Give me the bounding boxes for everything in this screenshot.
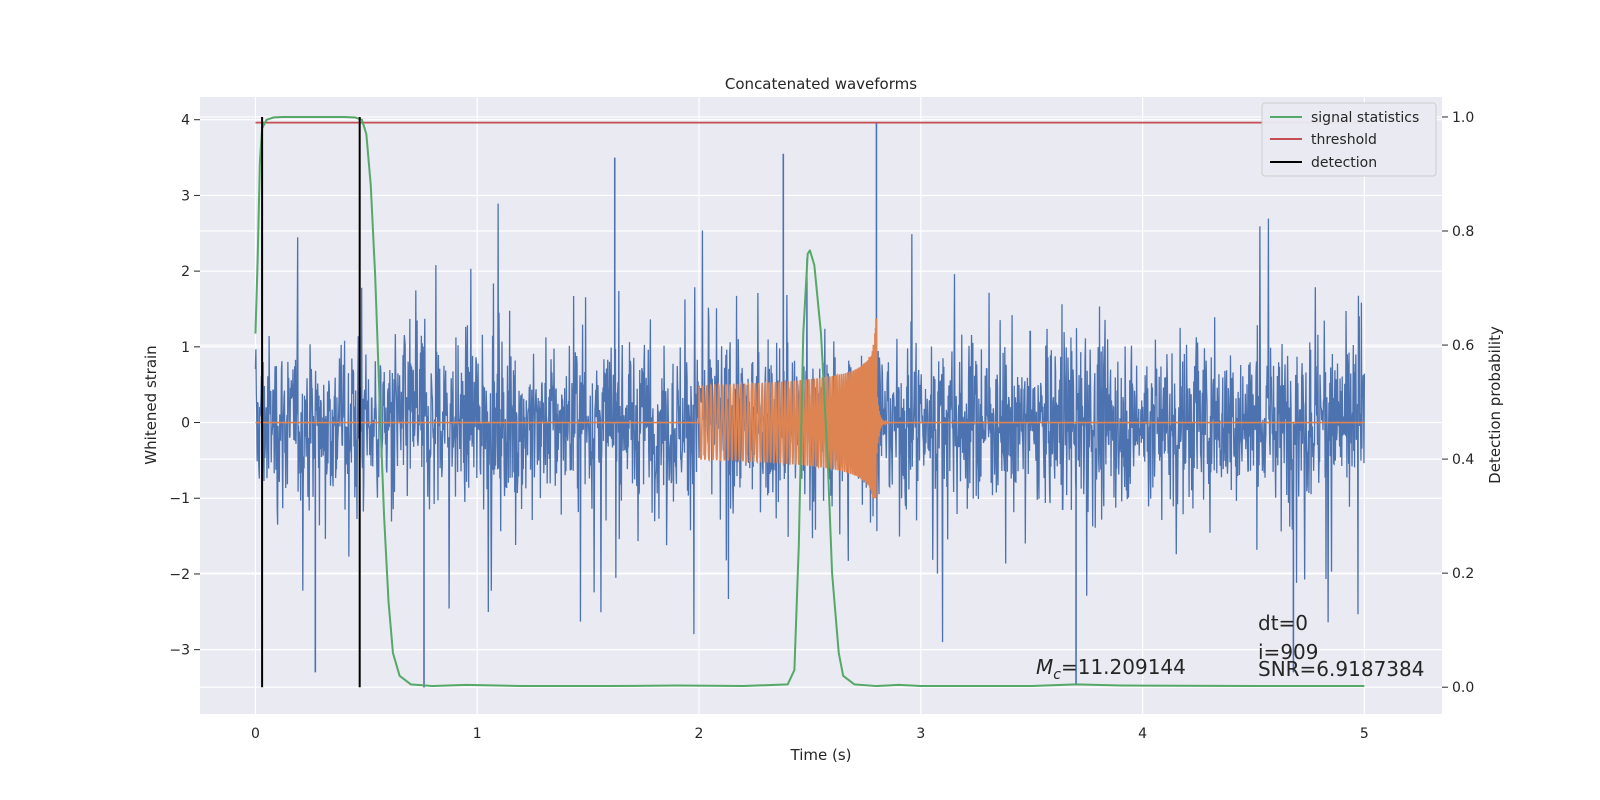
- annotation-mc: Mc=11.209144: [1036, 655, 1186, 683]
- y-tick-label: −2: [169, 567, 190, 583]
- x-tick-label: 2: [695, 726, 704, 742]
- y-tick-label: 1: [181, 340, 190, 356]
- legend: signal statistics threshold detection: [1261, 102, 1437, 177]
- template-waveform-series: [255, 318, 1365, 499]
- chart-title: Concatenated waveforms: [725, 75, 917, 93]
- y-tick-label: 2: [181, 264, 190, 280]
- y-tick-label: 4: [181, 113, 190, 129]
- y-tick-label: −3: [169, 643, 190, 659]
- y2-tick-label: 1.0: [1452, 110, 1474, 126]
- x-tick-label: 0: [251, 726, 260, 742]
- annotation-i: i=909: [1258, 640, 1319, 664]
- y-tick-label: 0: [181, 416, 190, 432]
- x-axis-label: Time (s): [790, 746, 852, 764]
- ticks: 0 1 2 3 4 5 −3 −2 −1 0 1 2 3 4 0.0 0.2 0.4 0.6 0.8 1.0: [169, 110, 1474, 742]
- y2-axis-label: Detection probability: [1486, 326, 1504, 484]
- legend-box: [1261, 102, 1437, 177]
- y2-tick-label: 0.8: [1452, 224, 1474, 240]
- legend-label-threshold: threshold: [1311, 132, 1377, 148]
- y2-tick-label: 0.4: [1452, 452, 1474, 468]
- x-tick-label: 1: [473, 726, 482, 742]
- signal-statistics-series: [254, 115, 1365, 688]
- legend-label-signal-statistics: signal statistics: [1311, 110, 1419, 126]
- detection-series: [261, 116, 361, 688]
- y2-tick-label: 0.0: [1452, 680, 1474, 696]
- legend-label-detection: detection: [1311, 155, 1377, 171]
- x-tick-label: 4: [1138, 726, 1147, 742]
- y2-tick-label: 0.2: [1452, 566, 1474, 582]
- y-tick-label: 3: [181, 188, 190, 204]
- strain-line: [254, 203, 1366, 643]
- x-tick-label: 3: [916, 726, 925, 742]
- y-axis-label: Whitened strain: [142, 345, 160, 464]
- x-tick-label: 5: [1360, 726, 1369, 742]
- annotation-snr: SNR=6.9187384: [1258, 657, 1424, 681]
- y-tick-label: −1: [169, 491, 190, 507]
- annotation-dt: dt=0: [1258, 611, 1308, 635]
- template-line: [255, 318, 1365, 499]
- y2-tick-label: 0.6: [1452, 338, 1474, 354]
- signal-statistics-line: [254, 115, 1365, 688]
